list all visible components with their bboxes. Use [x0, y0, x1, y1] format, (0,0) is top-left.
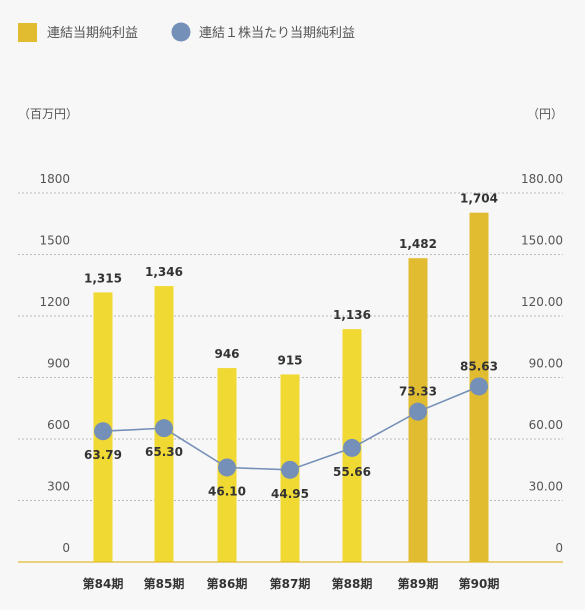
- category-label: 第86期: [207, 576, 248, 591]
- right-tick-label: 150.00: [521, 234, 563, 248]
- right-tick-label: 180.00: [521, 172, 563, 186]
- left-tick-label: 600: [47, 418, 70, 432]
- line-value-label: 85.63: [460, 359, 498, 373]
- bar-value-label: 1,346: [145, 265, 183, 279]
- category-label: 第90期: [459, 576, 500, 591]
- line-point: [281, 460, 299, 479]
- left-tick-label: 1200: [39, 295, 70, 309]
- left-tick-label: 900: [47, 357, 70, 371]
- line-value-label: 65.30: [145, 445, 183, 459]
- category-label: 第87期: [270, 576, 311, 591]
- line-point: [409, 402, 427, 421]
- right-tick-label: 60.00: [529, 418, 563, 432]
- line-point: [218, 458, 236, 477]
- right-tick-label: 120.00: [521, 295, 563, 309]
- line-value-label: 46.10: [208, 484, 246, 498]
- left-tick-label: 0: [62, 541, 70, 555]
- line-point: [155, 419, 173, 438]
- legend-line-marker: [171, 22, 191, 42]
- line-value-label: 55.66: [333, 465, 371, 479]
- line-value-label: 44.95: [271, 487, 309, 501]
- left-tick-label: 300: [47, 480, 70, 494]
- left-tick-label: 1500: [39, 234, 70, 248]
- category-label: 第89期: [398, 576, 439, 591]
- bar-value-label: 1,704: [460, 192, 498, 206]
- legend-line-label: 連結１株当たり当期純利益: [199, 26, 355, 41]
- bar-value-label: 1,315: [84, 271, 122, 285]
- left-axis-unit: （百万円）: [18, 107, 78, 121]
- line-value-label: 63.79: [84, 448, 122, 462]
- legend-bar-label: 連結当期純利益: [47, 26, 138, 41]
- right-tick-label: 0: [555, 541, 563, 555]
- bar-value-label: 1,482: [399, 237, 437, 251]
- bar-value-label: 915: [277, 353, 302, 367]
- category-label: 第88期: [332, 576, 373, 591]
- line-point: [94, 422, 112, 441]
- bar-value-label: 1,136: [333, 308, 371, 322]
- right-tick-label: 90.00: [529, 357, 563, 371]
- line-point: [470, 377, 488, 396]
- line-value-label: 73.33: [399, 385, 437, 399]
- line-point: [343, 438, 361, 457]
- left-tick-label: 1800: [39, 172, 70, 186]
- legend-bar-swatch: [18, 23, 37, 42]
- right-axis-unit: （円）: [527, 107, 563, 121]
- right-tick-label: 30.00: [529, 480, 563, 494]
- category-label: 第84期: [83, 576, 124, 591]
- category-label: 第85期: [144, 576, 185, 591]
- bar-value-label: 946: [214, 347, 239, 361]
